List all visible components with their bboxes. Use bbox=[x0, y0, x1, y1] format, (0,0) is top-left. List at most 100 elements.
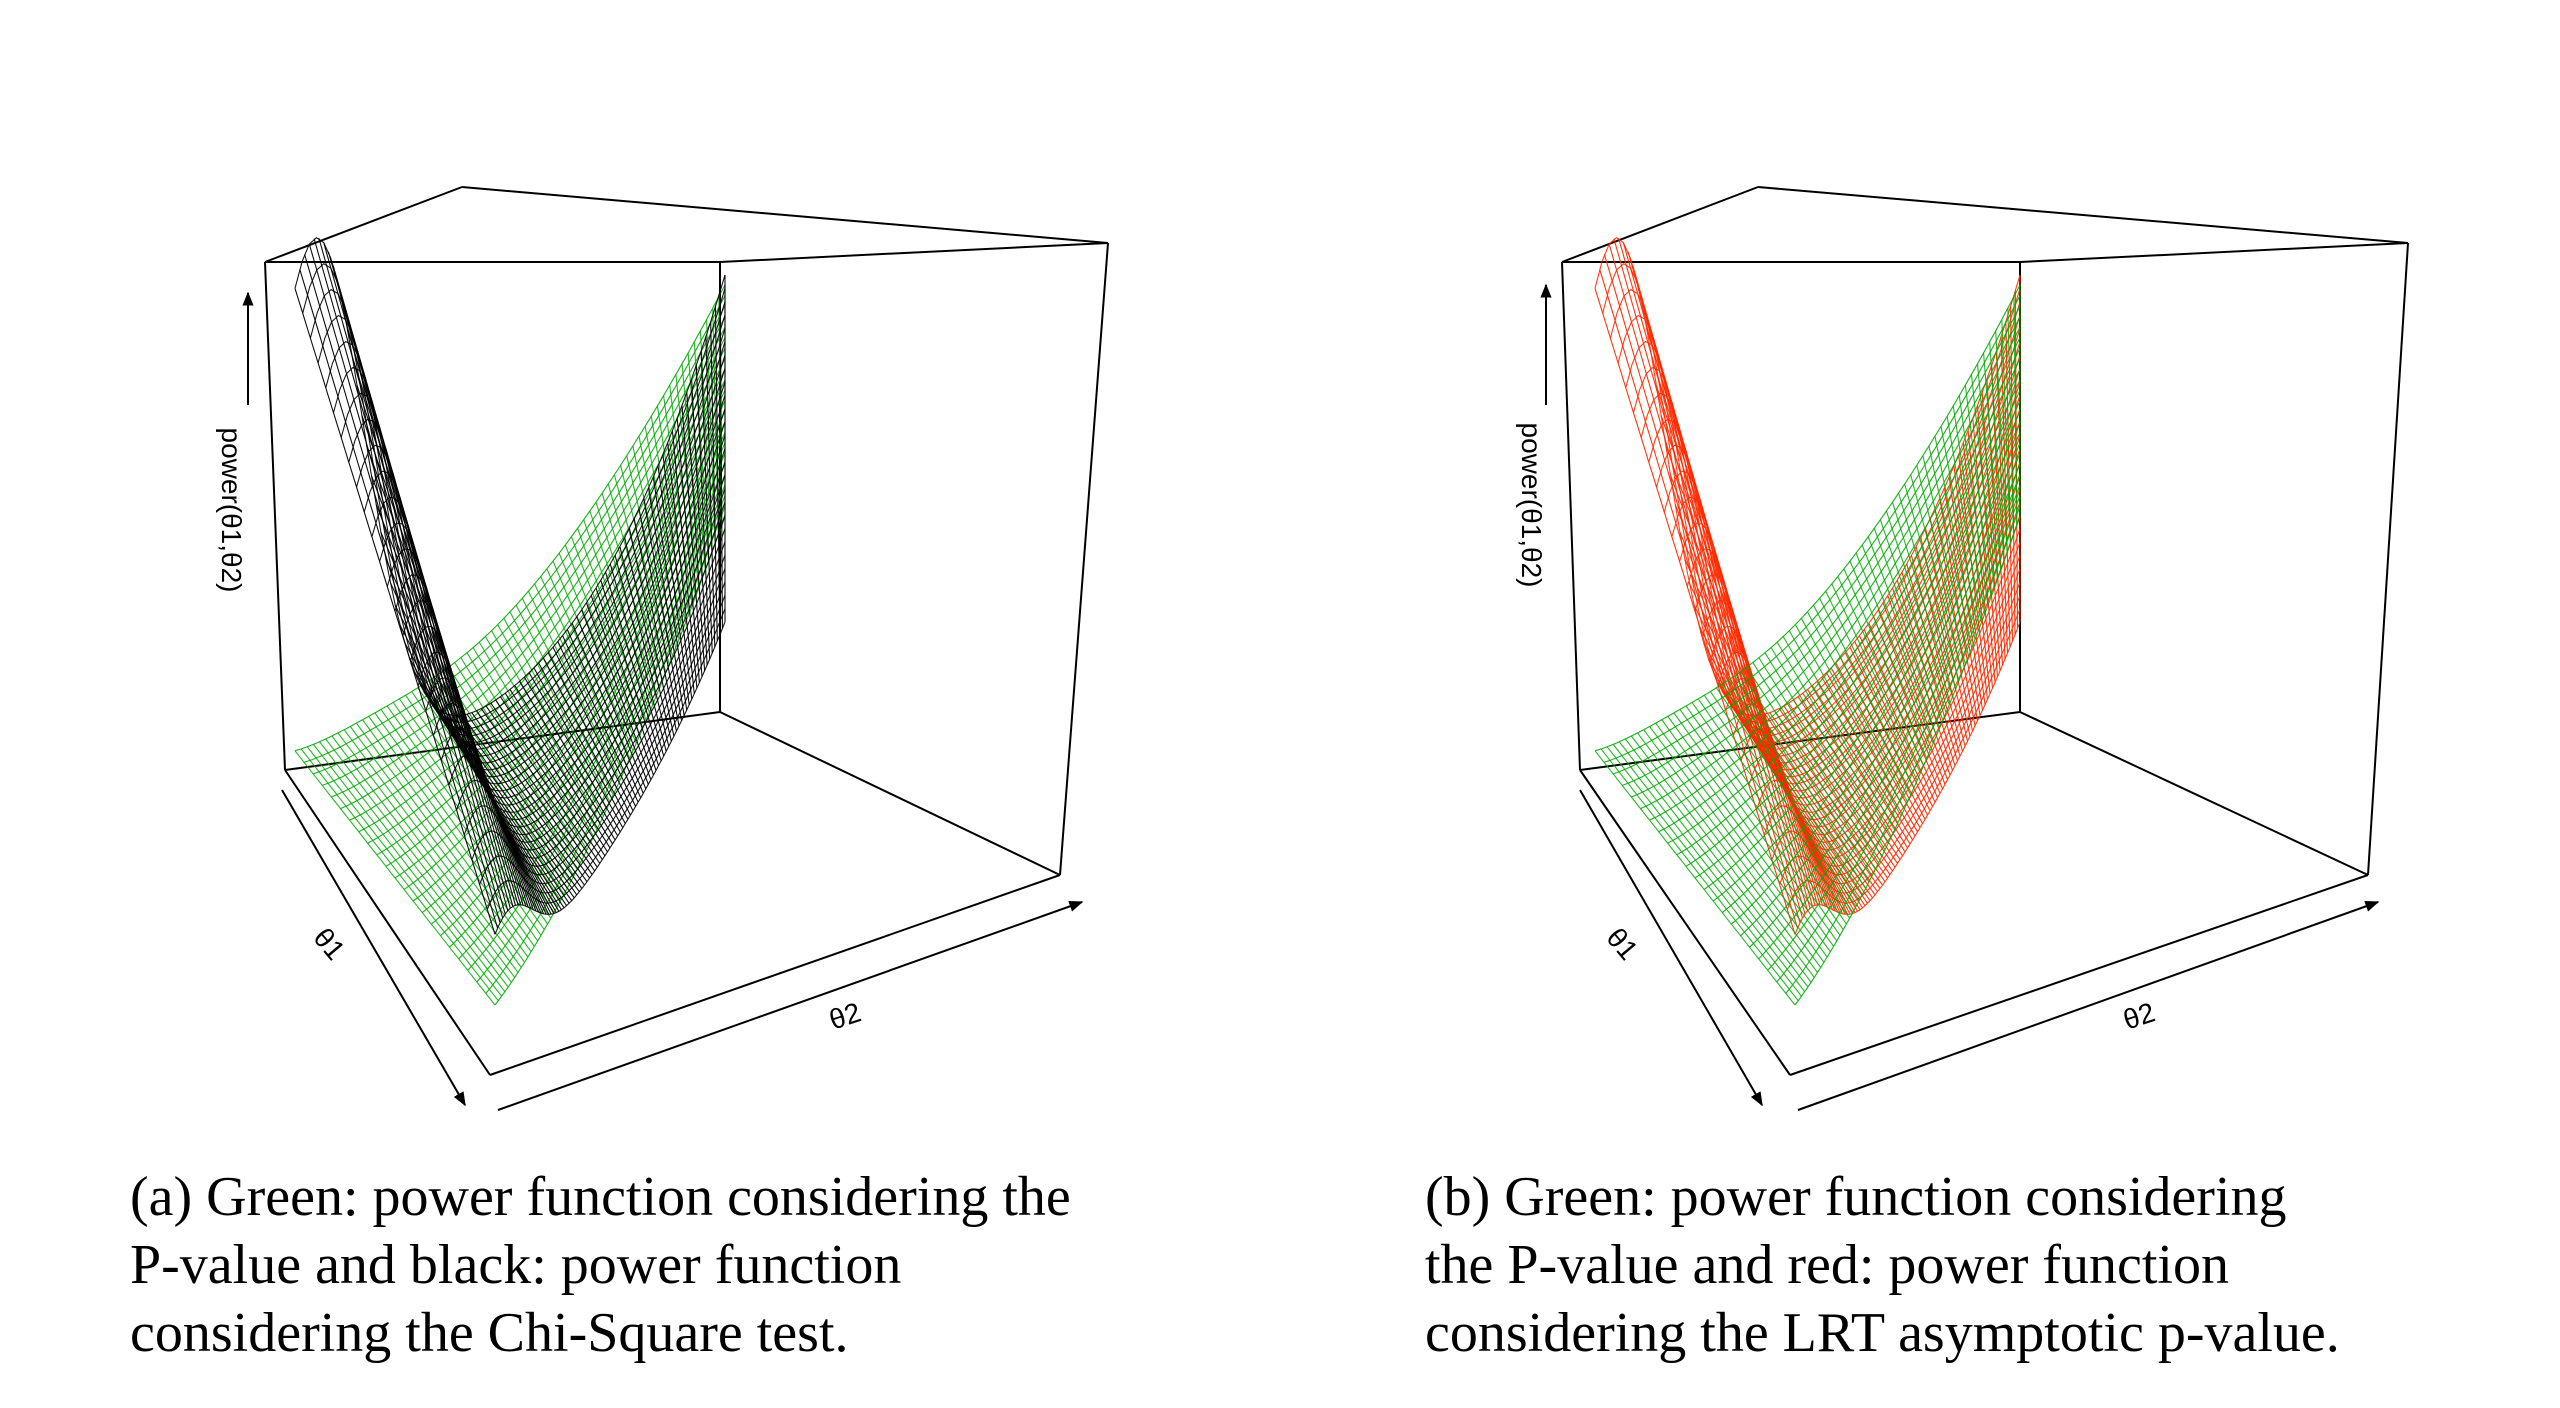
surface-gridline bbox=[1849, 646, 1931, 812]
surface-gridline bbox=[652, 476, 688, 711]
surface-gridline bbox=[1600, 748, 1799, 1002]
surface-gridline bbox=[1891, 587, 1954, 771]
surface-gridline bbox=[472, 647, 591, 844]
box-edge bbox=[2019, 711, 2369, 876]
surface-gridline bbox=[1906, 563, 1961, 757]
surface-gridline bbox=[433, 704, 570, 904]
surface-gridline bbox=[1835, 662, 1923, 824]
surface-gridline bbox=[1697, 698, 1851, 919]
surface-gridline bbox=[662, 454, 693, 700]
surface-gridline bbox=[312, 744, 506, 993]
box-edge bbox=[1561, 261, 1581, 771]
surface-gridline bbox=[490, 702, 601, 864]
surface-gridline bbox=[460, 657, 585, 857]
y-axis-arrow bbox=[1797, 900, 2380, 1111]
surface-gridline bbox=[605, 572, 662, 762]
surface-gridline bbox=[1618, 741, 1809, 988]
surface-gridline bbox=[538, 662, 626, 824]
surface-gridline bbox=[1819, 598, 1915, 788]
surface-gridline bbox=[1794, 624, 1902, 817]
surface-gridline bbox=[456, 715, 583, 889]
surface-gridline bbox=[681, 405, 703, 677]
surface-gridline bbox=[1646, 329, 1824, 906]
surface-gridline bbox=[355, 722, 529, 958]
surface-gridline bbox=[1970, 374, 1995, 589]
x-axis-arrow bbox=[1579, 789, 1763, 1107]
surface-gridline bbox=[485, 705, 598, 868]
surface-gridline bbox=[380, 532, 542, 914]
surface-gridline bbox=[691, 378, 708, 666]
surface-gridline bbox=[562, 635, 639, 803]
surface-gridline bbox=[1995, 330, 2008, 553]
x-axis-label-a: θ1 bbox=[307, 922, 351, 966]
y-axis-label-b: θ2 bbox=[2119, 996, 2158, 1035]
surface-gridline bbox=[1679, 709, 1841, 936]
surface-gridline bbox=[1972, 418, 1996, 683]
surface-gridline bbox=[1693, 605, 1848, 915]
z-axis-label-a: power(θ1,θ2) bbox=[216, 428, 247, 593]
surface-gridline bbox=[1983, 352, 2002, 571]
surface-gridline bbox=[564, 544, 641, 736]
surface-gridline bbox=[1855, 552, 1934, 744]
surface-gridline bbox=[1722, 683, 1863, 895]
surface-gridline bbox=[480, 708, 596, 872]
surface-gridline bbox=[628, 527, 675, 737]
surface-gridline bbox=[614, 555, 667, 752]
surface-gridline bbox=[585, 602, 652, 780]
surface-gridline bbox=[1837, 576, 1925, 767]
surface-gridline bbox=[714, 306, 721, 635]
axes-a bbox=[242, 291, 1084, 1111]
surface-gridline bbox=[1867, 536, 1941, 729]
surface-gridline bbox=[576, 616, 647, 790]
surface-gridline bbox=[509, 689, 611, 849]
surface-gridline bbox=[1764, 652, 1886, 851]
box-edge bbox=[461, 186, 1109, 244]
surface-gridline bbox=[1916, 465, 1966, 665]
surface-gridline bbox=[687, 352, 706, 571]
surface-gridline bbox=[1649, 726, 1825, 963]
surface-gridline bbox=[304, 254, 501, 923]
surface-gridline bbox=[1670, 475, 1836, 912]
surface-gridline bbox=[1613, 238, 1806, 915]
surface-gridline bbox=[667, 442, 695, 694]
surface-gridline bbox=[1655, 722, 1828, 958]
surface-gridline bbox=[347, 329, 524, 906]
panel-a: power(θ1,θ2) θ1 θ2 (a) Green: power func… bbox=[130, 186, 1109, 1364]
surface-gridline bbox=[595, 587, 657, 771]
surface-gridline bbox=[1952, 405, 1986, 615]
y-axis-label-a: θ2 bbox=[825, 996, 864, 1035]
surface-gridline bbox=[1830, 667, 1921, 828]
surface-gridline bbox=[1904, 483, 1960, 681]
surface-gridline bbox=[386, 705, 545, 931]
surface-gridline bbox=[1661, 719, 1831, 953]
surface-gridline bbox=[452, 715, 580, 893]
surface-gridline bbox=[308, 243, 504, 919]
surface-gridline bbox=[1831, 583, 1921, 774]
box-edge bbox=[1579, 769, 1791, 1076]
surface-gridline bbox=[638, 436, 680, 640]
box-edge bbox=[1579, 711, 2021, 771]
box-edge bbox=[1059, 242, 1109, 876]
surface-gridline bbox=[1976, 363, 1999, 580]
surface-gridline bbox=[2013, 296, 2018, 526]
surface-gridline bbox=[1843, 568, 1928, 759]
surface-gridline bbox=[1685, 705, 1844, 931]
surface-gridline bbox=[1759, 714, 1883, 886]
surface-gridline bbox=[663, 395, 693, 606]
surface-gridline bbox=[1603, 254, 1801, 923]
surface-gridline bbox=[533, 667, 624, 828]
surface-gridline bbox=[375, 504, 539, 913]
surface-gridline bbox=[1728, 679, 1867, 889]
box-edge bbox=[719, 711, 1061, 876]
surface-gridline bbox=[1783, 705, 1896, 868]
surface-gridline bbox=[499, 696, 606, 857]
surface-gridline bbox=[466, 713, 588, 883]
surface-gridline bbox=[1825, 590, 1918, 781]
caption-a: (a) Green: power function considering th… bbox=[130, 1163, 1330, 1373]
surface-gridline bbox=[1807, 689, 1908, 849]
surface-gridline bbox=[619, 546, 670, 747]
surface-gridline bbox=[1964, 385, 1992, 597]
surface-gridline bbox=[657, 465, 690, 705]
surfaces-b bbox=[1594, 237, 2021, 1006]
surface-gridline bbox=[1940, 426, 1979, 632]
